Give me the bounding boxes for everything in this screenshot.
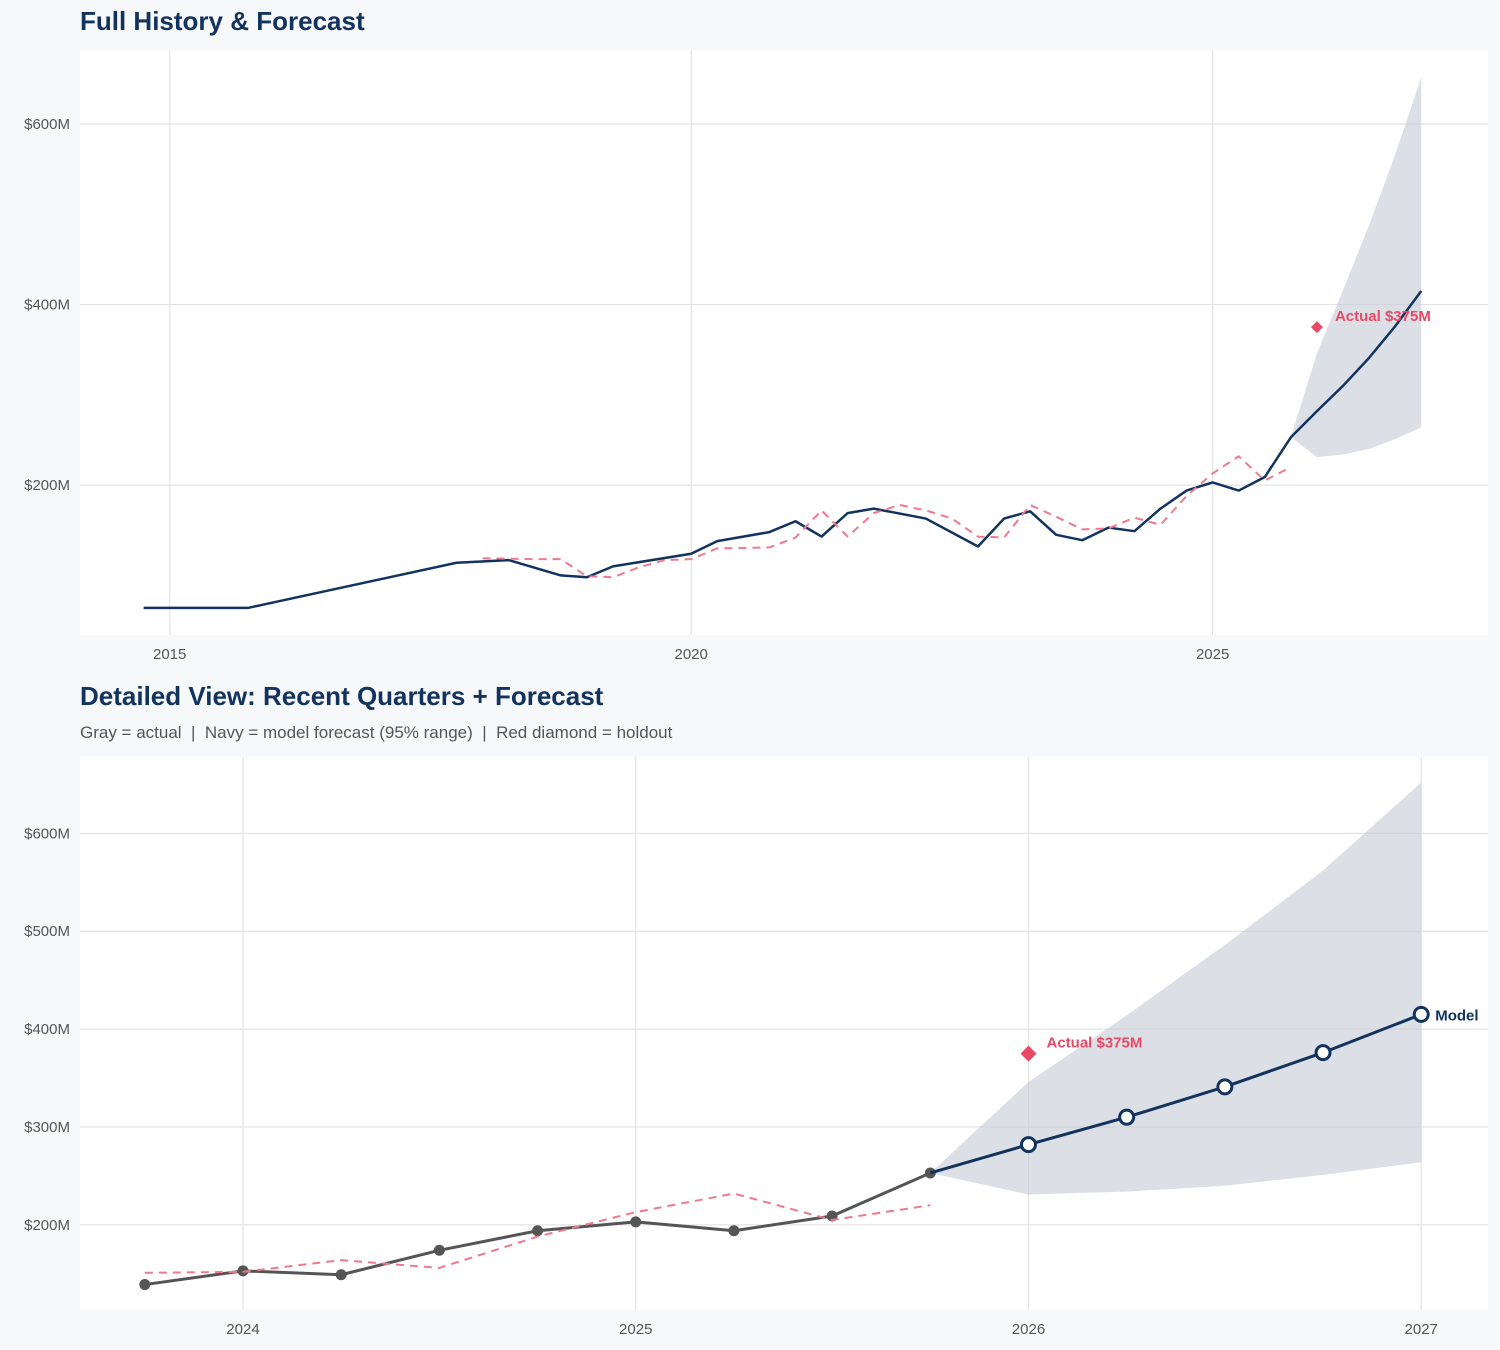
y-tick-label: $500M — [24, 923, 70, 940]
y-tick-label: $400M — [24, 1021, 70, 1038]
actual-point — [728, 1225, 740, 1237]
x-tick-label: 2015 — [153, 646, 186, 663]
x-tick-label: 2025 — [1196, 646, 1229, 663]
forecast-point — [1216, 1078, 1234, 1096]
x-tick-label: 2025 — [619, 1321, 652, 1338]
y-tick-label: $600M — [24, 116, 70, 133]
forecast-point — [1314, 1044, 1332, 1062]
y-tick-label: $200M — [24, 1217, 70, 1234]
forecast-band — [1290, 77, 1422, 458]
plot-area — [80, 50, 1488, 635]
actual_and_forecast-line — [143, 290, 1423, 610]
fitted-line — [144, 1192, 931, 1274]
holdout-diamond — [1020, 1045, 1037, 1062]
x-tick-label: 2024 — [226, 1321, 259, 1338]
fitted-line — [482, 455, 1292, 579]
chart-panel-1: $200M $300M $400M $500M $600M 2024 2025 2026 202… — [24, 757, 1488, 1338]
bottom-chart-title: Detailed View: Recent Quarters + Forecas… — [80, 681, 604, 711]
y-tick-label: $200M — [24, 477, 70, 494]
actual-point — [335, 1269, 347, 1281]
top-chart-title: Full History & Forecast — [80, 6, 365, 36]
forecast-line — [929, 1013, 1422, 1175]
actual-point — [532, 1225, 544, 1237]
forecast-band — [930, 782, 1422, 1195]
x-tick-label: 2026 — [1012, 1321, 1045, 1338]
bottom-chart-subtitle: Gray = actual | Navy = model forecast (9… — [80, 723, 673, 742]
actual-point — [433, 1244, 445, 1256]
chart-panel-0: $200M $400M $600M 2015 2020 2025 Actual $375M — [24, 50, 1488, 663]
x-tick-label: 2020 — [674, 646, 707, 663]
y-tick-label: $600M — [24, 825, 70, 842]
y-tick-label: $400M — [24, 297, 70, 314]
forecast-point — [1118, 1108, 1136, 1126]
holdout-label: Actual $375M — [1335, 308, 1431, 325]
forecast-point — [1019, 1136, 1037, 1154]
y-tick-label: $300M — [24, 1119, 70, 1136]
actual-point — [139, 1279, 151, 1291]
x-tick-label: 2027 — [1405, 1321, 1438, 1338]
forecast-point — [1412, 1005, 1430, 1023]
holdout-diamond — [1310, 321, 1323, 334]
actual-point — [630, 1216, 642, 1228]
model-label: Model — [1435, 1007, 1478, 1024]
holdout-label: Actual $375M — [1046, 1035, 1142, 1052]
